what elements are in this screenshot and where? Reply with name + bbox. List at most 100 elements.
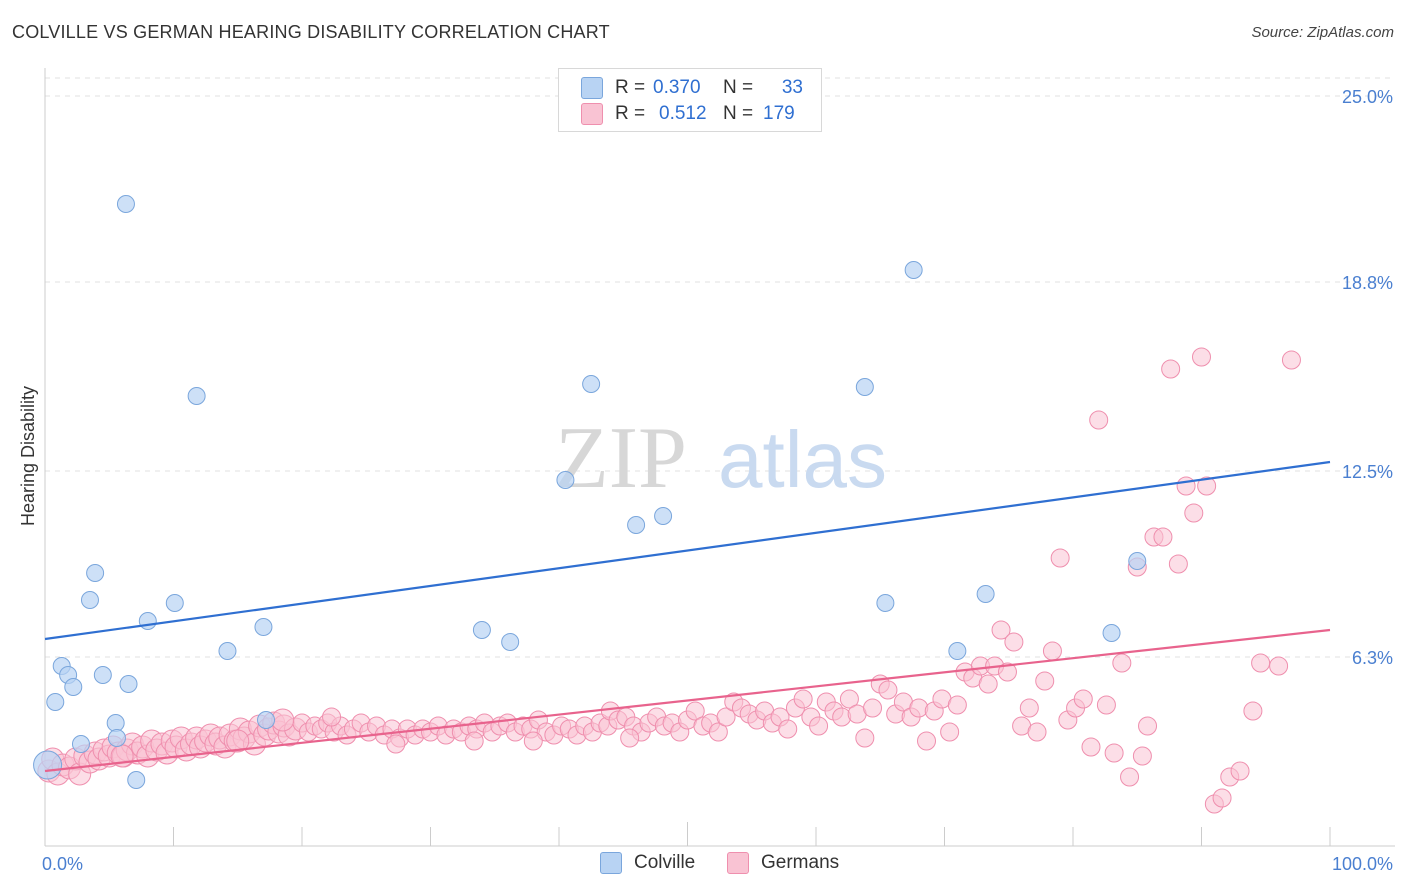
germans-point	[1073, 689, 1093, 709]
r-label: R =	[615, 103, 646, 124]
n-value: 33	[781, 77, 803, 98]
germans-point	[909, 698, 929, 718]
germans-point	[1104, 743, 1124, 763]
legend-item-colville: Colville	[600, 852, 695, 874]
x-tick-label: 0.0%	[42, 854, 83, 874]
germans-point	[1197, 476, 1217, 496]
colville-point	[119, 675, 138, 693]
colville-point	[64, 678, 83, 696]
germans-point	[708, 722, 728, 742]
n-value: 179	[763, 103, 795, 124]
germans-point	[1096, 695, 1116, 715]
germans-point	[855, 728, 875, 748]
colville-point	[93, 666, 112, 684]
colville-point	[138, 612, 157, 630]
source-label: Source: ZipAtlas.com	[1251, 24, 1394, 41]
germans-point	[1176, 476, 1196, 496]
n-label: N =	[723, 77, 754, 98]
n-label: N =	[723, 103, 754, 124]
legend-row-germans: R = 0.512 N = 179	[581, 101, 803, 127]
germans-swatch	[727, 852, 749, 874]
series-legend: Colville Germans	[0, 852, 1406, 876]
x-tick-labels: 0.0% 100.0%	[42, 854, 1393, 874]
germans-point	[1168, 554, 1188, 574]
germans-point	[1184, 503, 1204, 523]
germans-point	[1050, 548, 1070, 568]
germans-point	[997, 662, 1017, 682]
grid-lines	[45, 77, 1395, 658]
y-tick-label: 25.0%	[1342, 87, 1393, 107]
y-axis-label: Hearing Disability	[18, 386, 38, 526]
germans-point	[1269, 656, 1289, 676]
colville-trend-line	[44, 460, 1331, 641]
colville-point	[187, 387, 206, 405]
r-label: R =	[615, 77, 646, 98]
germans-point	[863, 698, 883, 718]
axes	[44, 68, 1395, 847]
colville-point	[501, 633, 520, 651]
colville-point	[254, 618, 273, 636]
germans-point	[839, 689, 859, 709]
germans-swatch	[581, 103, 603, 125]
colville-point	[654, 507, 673, 525]
germans-point	[685, 701, 705, 721]
germans-point	[1138, 716, 1158, 736]
germans-point	[878, 680, 898, 700]
y-tick-labels: 6.3% 12.5% 18.8% 25.0%	[1342, 87, 1393, 668]
germans-point	[386, 734, 406, 754]
colville-point	[876, 594, 895, 612]
colville-point	[218, 642, 237, 660]
y-tick-label: 18.8%	[1342, 273, 1393, 293]
germans-point	[1089, 410, 1109, 430]
germans-point	[991, 620, 1011, 640]
germans-point	[1027, 722, 1047, 742]
colville-point	[46, 693, 65, 711]
germans-point	[1212, 788, 1232, 808]
colville-point	[948, 642, 967, 660]
germans-point	[1251, 653, 1271, 673]
colville-point	[855, 378, 874, 396]
colville-point	[1102, 624, 1121, 642]
chart-title: COLVILLE VS GERMAN HEARING DISABILITY CO…	[12, 22, 610, 42]
colville-point	[80, 591, 99, 609]
colville-point	[33, 750, 63, 780]
germans-point	[940, 722, 960, 742]
germans-point	[1019, 698, 1039, 718]
germans-point	[1281, 350, 1301, 370]
legend-label-germans: Germans	[761, 852, 840, 873]
colville-points	[33, 195, 1147, 789]
legend-label-colville: Colville	[634, 852, 696, 873]
germans-point	[1004, 632, 1024, 652]
colville-point	[472, 621, 491, 639]
r-value: 0.512	[659, 103, 707, 124]
germans-point	[271, 708, 295, 732]
germans-point	[778, 719, 798, 739]
germans-point	[832, 707, 852, 727]
colville-point	[257, 711, 276, 729]
germans-point	[1042, 641, 1062, 661]
colville-point	[582, 375, 601, 393]
germans-point	[1132, 746, 1152, 766]
legend-item-germans: Germans	[727, 852, 839, 874]
y-tick-label: 6.3%	[1352, 648, 1393, 668]
germans-point	[978, 674, 998, 694]
colville-point	[86, 564, 105, 582]
germans-point	[1081, 737, 1101, 757]
germans-point	[226, 729, 250, 753]
legend-row-colville: R = 0.370 N = 33	[581, 75, 803, 101]
germans-trend-line	[44, 628, 1331, 773]
watermark-atlas: atlas	[718, 415, 887, 504]
colville-point	[71, 735, 90, 753]
watermark: ZIP atlas	[555, 410, 887, 507]
germans-point	[793, 689, 813, 709]
germans-point	[1112, 653, 1132, 673]
germans-point	[620, 728, 640, 748]
r-value: 0.370	[653, 77, 701, 98]
germans-point	[1120, 767, 1140, 787]
germans-point	[1161, 359, 1181, 379]
colville-point	[116, 195, 135, 213]
germans-point	[322, 707, 342, 727]
colville-swatch	[581, 77, 603, 99]
colville-point	[127, 771, 146, 789]
germans-point	[1192, 347, 1211, 367]
